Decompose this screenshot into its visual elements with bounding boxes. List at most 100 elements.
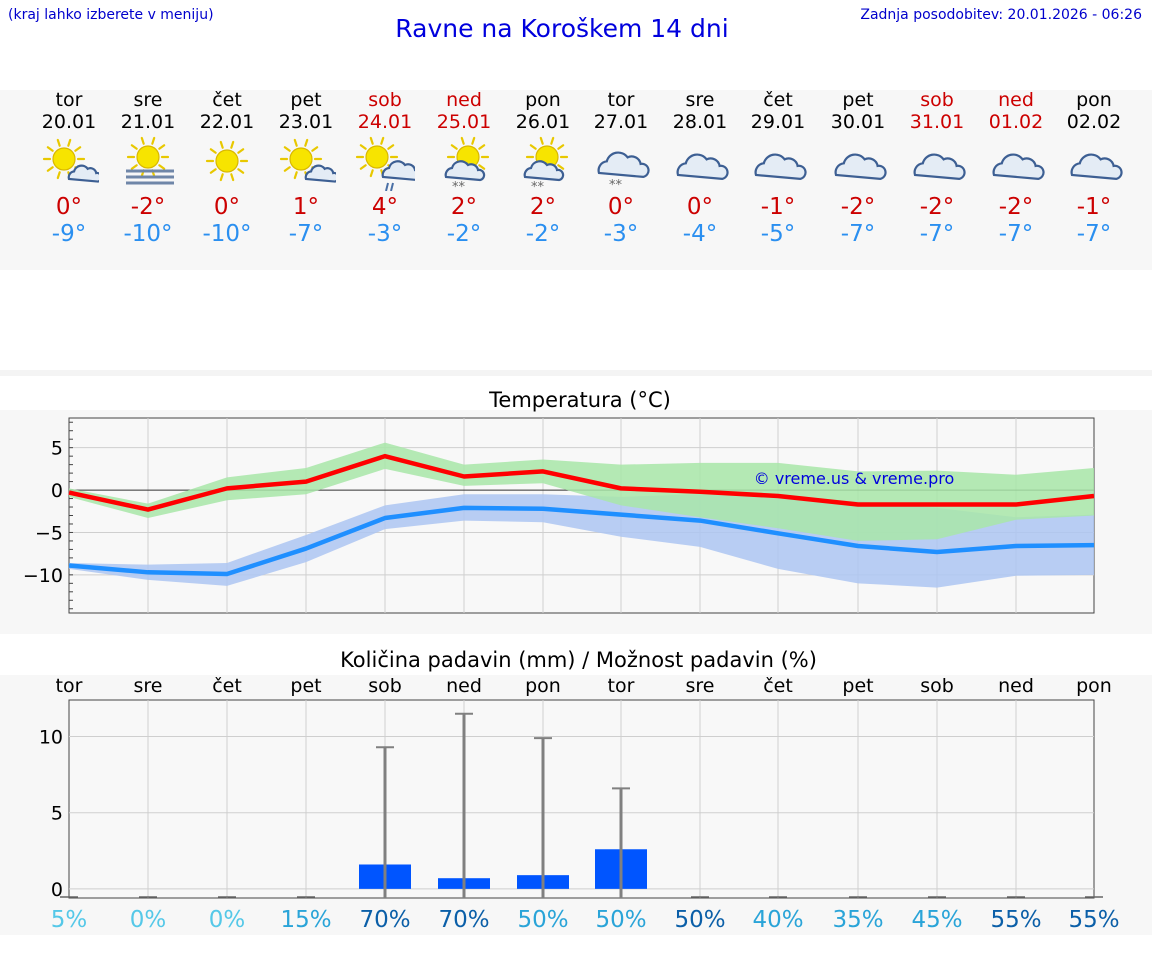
temp-max: -2° <box>998 194 1034 220</box>
temp-max: 4° <box>371 194 399 220</box>
category-label: ned <box>446 675 482 697</box>
precip-probability: 50% <box>517 907 568 933</box>
precip-chart: tor sre čet pet sob ned pon tor sre čet pet sob ned p… <box>39 675 1120 933</box>
day-date: 02.02 <box>1066 111 1122 133</box>
temp-min: -2° <box>446 221 482 247</box>
category-label: pon <box>1076 675 1112 697</box>
day-date: 26.01 <box>515 111 571 133</box>
temp-max: 0° <box>686 194 714 220</box>
y-tick-label: 0 <box>51 480 63 502</box>
precip-probability: 70% <box>359 907 410 933</box>
temp-min: -10° <box>202 221 252 247</box>
y-tick-label: −10 <box>23 565 63 587</box>
page-title: Ravne na Koroškem 14 dni <box>395 14 729 43</box>
y-tick-label: 10 <box>39 727 63 749</box>
category-label: pet <box>290 675 321 697</box>
category-label: čet <box>212 675 242 697</box>
temp-min: -7° <box>840 221 876 247</box>
day-column: sob 24.01 4° -3° <box>345 89 425 248</box>
precip-probability: 50% <box>595 907 646 933</box>
temp-min: -9° <box>51 221 87 247</box>
location-hint: (kraj lahko izberete v meniju) <box>8 7 214 23</box>
day-name: tor <box>607 89 635 111</box>
day-column: sre 21.01 -2° -10° <box>108 89 188 248</box>
day-name: pon <box>525 89 561 111</box>
day-date: 22.01 <box>199 111 255 133</box>
temp-max: -2° <box>130 194 166 220</box>
max-temp-line <box>68 453 1095 512</box>
temp-min: -7° <box>998 221 1034 247</box>
day-column: pet 30.01 -2° -7° <box>818 89 898 248</box>
last-updated: Zadnja posodobitev: 20.01.2026 - 06:26 <box>860 7 1142 23</box>
plot-area <box>68 699 1095 899</box>
day-column: sob 31.01 -2° -7° <box>897 89 977 248</box>
daily-forecast-band <box>0 90 1152 270</box>
temp-max: -1° <box>1076 194 1112 220</box>
sun-cloud-icon <box>279 138 336 183</box>
category-label: sre <box>686 675 715 697</box>
divider <box>0 370 1152 376</box>
day-date: 24.01 <box>357 111 413 133</box>
temp-max: 0° <box>55 194 83 220</box>
category-label: sre <box>134 675 163 697</box>
day-name: pet <box>290 89 322 111</box>
temp-min: -7° <box>288 221 324 247</box>
temp-min: -5° <box>760 221 796 247</box>
cloud-icon <box>913 153 966 181</box>
temp-max: 2° <box>450 194 478 220</box>
day-date: 25.01 <box>436 111 492 133</box>
day-date: 27.01 <box>593 111 649 133</box>
day-date: 31.01 <box>909 111 965 133</box>
category-label: čet <box>763 675 793 697</box>
day-column: tor 20.01 0° -9° <box>29 89 109 248</box>
precip-probability: 0% <box>130 907 167 933</box>
cloud-icon <box>676 153 729 181</box>
day-date: 21.01 <box>120 111 176 133</box>
precip-probability: 35% <box>832 907 883 933</box>
svg-text:**: ** <box>531 180 545 191</box>
watermark: © vreme.us & vreme.pro <box>754 469 955 488</box>
precip-probability: 70% <box>438 907 489 933</box>
temp-max: 0° <box>213 194 241 220</box>
y-tick-label: 5 <box>51 803 63 825</box>
day-column: ned 01.02 -2° -7° <box>976 89 1056 248</box>
temp-max: 2° <box>529 194 557 220</box>
day-name: sob <box>368 89 402 111</box>
svg-text:**: ** <box>452 180 466 191</box>
temperature-chart: 5 0 −5 −10 © vreme.us & vreme.pro <box>23 417 1095 614</box>
cloud-icon <box>754 153 807 181</box>
max-temp-range-band <box>69 442 1094 541</box>
day-name: sre <box>685 89 715 111</box>
day-date: 28.01 <box>672 111 728 133</box>
temperature-chart-title: Temperatura (°C) <box>489 388 671 412</box>
precip-probability: 55% <box>990 907 1041 933</box>
day-column: čet 22.01 0° -10° <box>187 89 267 248</box>
precip-probability: 50% <box>674 907 725 933</box>
category-label: tor <box>56 675 83 697</box>
day-column: čet 29.01 -1° -5° <box>738 89 818 248</box>
day-column: pon 26.01 ** 2° -2° <box>503 89 583 248</box>
temp-max: -2° <box>919 194 955 220</box>
day-name: pon <box>1076 89 1112 111</box>
day-column: pet 23.01 1° -7° <box>266 89 346 248</box>
temp-max: 0° <box>607 194 635 220</box>
category-label: pon <box>525 675 561 697</box>
temp-min: -10° <box>123 221 173 247</box>
temp-max: -2° <box>840 194 876 220</box>
category-label: tor <box>608 675 635 697</box>
cloud-icon <box>1070 153 1123 181</box>
temp-max: 1° <box>292 194 320 220</box>
day-date: 23.01 <box>278 111 334 133</box>
sun-fog-icon <box>126 136 174 185</box>
day-name: čet <box>763 89 793 111</box>
day-name: sre <box>133 89 163 111</box>
temp-max: -1° <box>760 194 796 220</box>
y-tick-label: 5 <box>51 438 63 460</box>
precip-probability: 0% <box>209 907 246 933</box>
day-date: 30.01 <box>830 111 886 133</box>
temp-min: -3° <box>603 221 639 247</box>
category-label: sob <box>368 675 402 697</box>
precip-probability: 15% <box>280 907 331 933</box>
svg-text:**: ** <box>609 178 623 191</box>
precip-probability: 45% <box>911 907 962 933</box>
